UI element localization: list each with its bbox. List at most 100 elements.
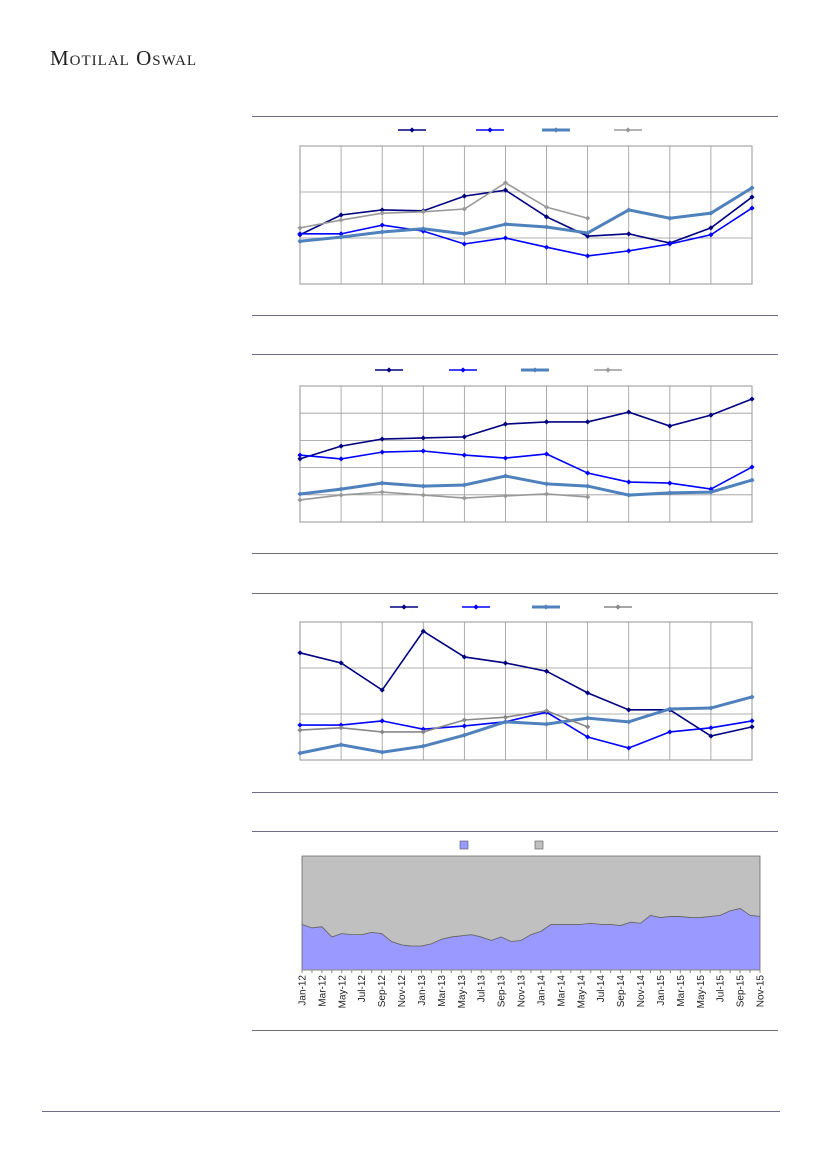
point-marker [297,238,303,244]
point-marker [543,214,550,220]
series-line [299,474,753,497]
point-marker [297,452,303,458]
point-marker [749,724,755,730]
point-marker [667,480,673,486]
point-marker [379,436,385,442]
point-marker [708,210,714,216]
point-marker [379,687,385,693]
point-marker [420,483,426,489]
area-chart: Jan-12 Mar-12 May-12 Jul-12 Sep-12 Nov-12 Jan-… [298,840,767,1009]
point-marker [297,231,303,237]
legend-marker [401,604,407,610]
point-marker [297,497,303,503]
point-marker [461,452,467,458]
point-marker [379,210,385,216]
series-line [299,630,753,737]
point-marker [379,229,385,235]
point-marker [543,481,550,487]
point-marker [749,718,755,724]
point-marker [749,477,755,483]
point-marker [502,714,509,720]
point-marker [585,715,591,721]
x-tick-label: Mar-14 [556,975,567,1007]
point-marker [626,479,632,485]
point-marker [749,396,755,402]
point-marker [543,244,550,250]
point-marker [338,492,344,498]
series-line [299,398,753,460]
point-marker [667,241,673,247]
point-marker [297,750,303,756]
point-marker [502,455,509,461]
point-marker [297,650,303,656]
point-marker [708,225,714,231]
point-marker [461,231,467,237]
x-tick-label: Jan-15 [656,975,667,1006]
x-tick-label: Mar-12 [317,975,328,1007]
point-marker [461,495,467,501]
point-marker [461,732,467,738]
point-marker [338,443,344,449]
point-marker [585,233,591,239]
series-line [299,491,588,501]
point-marker [708,232,714,238]
x-tick-label: May-12 [337,975,348,1009]
point-marker [502,719,509,725]
point-marker [379,207,385,213]
point-marker [749,185,755,191]
point-marker [338,212,344,218]
x-tick-label: Jul-12 [357,975,368,1003]
legend-marker [386,367,392,373]
point-marker [585,253,591,259]
point-marker [461,434,467,440]
point-marker [749,205,755,211]
point-marker [626,248,632,254]
point-marker [749,694,755,700]
point-marker [626,719,632,725]
point-marker [420,726,426,732]
point-marker [585,494,591,500]
point-marker [585,419,591,425]
point-marker [420,226,426,232]
point-marker [338,660,344,666]
point-marker [626,207,632,213]
point-marker [379,480,385,486]
x-tick-label: Jan-14 [536,975,547,1006]
point-marker [338,486,344,492]
point-marker [667,490,673,496]
legend-marker [460,367,466,373]
point-marker [585,690,591,696]
legend-marker [409,127,415,133]
x-tick-label: Jan-12 [298,975,309,1006]
series-line [299,450,753,490]
legend-marker [473,604,479,610]
series-line [299,695,753,755]
point-marker [502,187,509,193]
line-chart [297,127,755,285]
x-tick-label: Nov-15 [756,975,767,1008]
point-marker [297,727,303,733]
legend-marker [543,604,549,610]
point-marker [585,724,591,730]
point-marker [749,194,755,200]
plot-frame [299,621,753,761]
point-marker [585,470,591,476]
point-marker [420,209,426,215]
legend-marker [487,127,493,133]
x-tick-label: Mar-15 [676,975,687,1007]
point-marker [708,705,714,711]
x-tick-label: May-14 [576,975,587,1009]
point-marker [543,419,550,425]
point-marker [502,421,509,427]
area [301,855,761,947]
point-marker [420,628,426,634]
legend-marker [615,604,621,610]
legend-swatch [534,840,544,850]
point-marker [379,222,385,228]
point-marker [461,717,467,723]
point-marker [667,215,673,221]
point-marker [338,234,344,240]
point-marker [749,464,755,470]
point-marker [502,473,509,479]
